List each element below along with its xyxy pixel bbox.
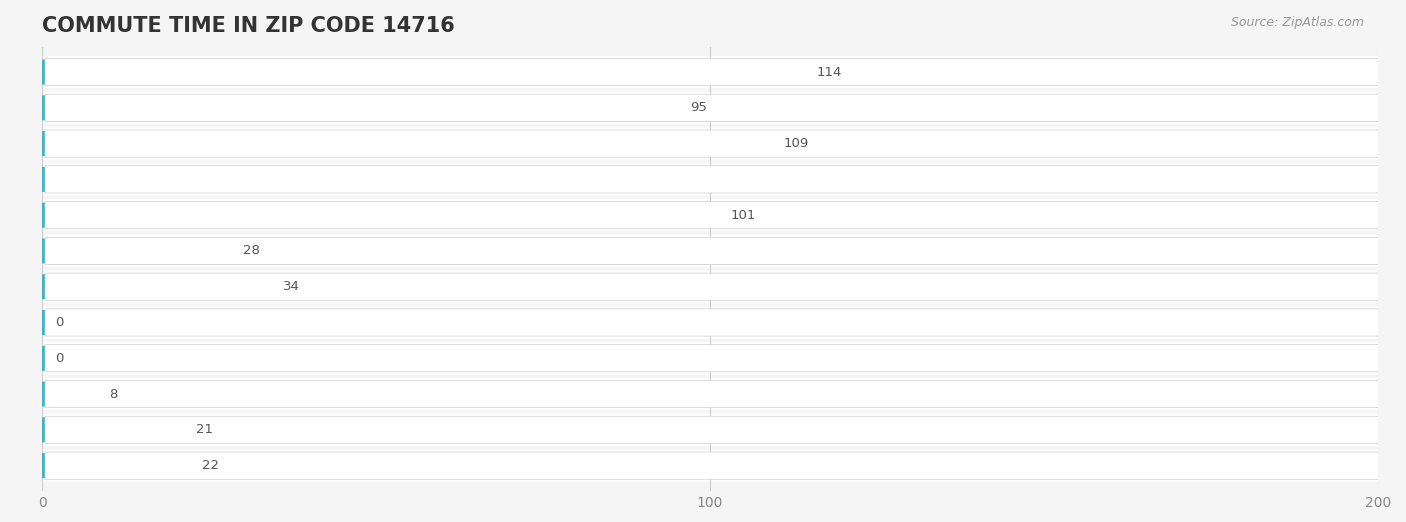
FancyBboxPatch shape: [42, 239, 229, 264]
FancyBboxPatch shape: [45, 452, 1406, 479]
FancyBboxPatch shape: [45, 94, 1406, 122]
FancyBboxPatch shape: [45, 166, 1406, 193]
FancyBboxPatch shape: [42, 96, 676, 121]
FancyBboxPatch shape: [28, 270, 1378, 303]
FancyBboxPatch shape: [42, 167, 1171, 192]
Text: 0: 0: [56, 352, 63, 365]
FancyBboxPatch shape: [28, 235, 1378, 267]
FancyBboxPatch shape: [28, 56, 1378, 88]
FancyBboxPatch shape: [45, 273, 1406, 300]
FancyBboxPatch shape: [42, 453, 190, 478]
FancyBboxPatch shape: [45, 309, 1406, 336]
Text: 114: 114: [817, 66, 842, 78]
FancyBboxPatch shape: [42, 382, 96, 407]
FancyBboxPatch shape: [42, 60, 804, 85]
FancyBboxPatch shape: [42, 346, 46, 371]
FancyBboxPatch shape: [42, 417, 183, 442]
FancyBboxPatch shape: [45, 238, 1406, 265]
Text: 8: 8: [110, 387, 117, 400]
FancyBboxPatch shape: [28, 163, 1378, 195]
Text: Source: ZipAtlas.com: Source: ZipAtlas.com: [1230, 16, 1364, 29]
FancyBboxPatch shape: [42, 274, 270, 299]
FancyBboxPatch shape: [45, 130, 1406, 157]
Text: COMMUTE TIME IN ZIP CODE 14716: COMMUTE TIME IN ZIP CODE 14716: [42, 16, 456, 35]
FancyBboxPatch shape: [42, 131, 770, 156]
Text: 22: 22: [202, 459, 219, 472]
Text: 0: 0: [56, 316, 63, 329]
Text: 21: 21: [195, 423, 212, 436]
FancyBboxPatch shape: [45, 381, 1406, 408]
FancyBboxPatch shape: [45, 201, 1406, 229]
FancyBboxPatch shape: [45, 345, 1406, 372]
FancyBboxPatch shape: [28, 414, 1378, 446]
Text: 169: 169: [1130, 173, 1157, 186]
FancyBboxPatch shape: [28, 306, 1378, 339]
FancyBboxPatch shape: [28, 199, 1378, 231]
FancyBboxPatch shape: [45, 58, 1406, 86]
FancyBboxPatch shape: [28, 127, 1378, 160]
FancyBboxPatch shape: [28, 449, 1378, 482]
FancyBboxPatch shape: [42, 310, 46, 335]
FancyBboxPatch shape: [28, 378, 1378, 410]
Text: 109: 109: [783, 137, 808, 150]
FancyBboxPatch shape: [42, 203, 717, 228]
Text: 101: 101: [730, 209, 755, 222]
FancyBboxPatch shape: [28, 342, 1378, 374]
Text: 95: 95: [690, 101, 707, 114]
Text: 34: 34: [283, 280, 299, 293]
Text: 28: 28: [243, 244, 260, 257]
FancyBboxPatch shape: [28, 92, 1378, 124]
FancyBboxPatch shape: [45, 416, 1406, 444]
